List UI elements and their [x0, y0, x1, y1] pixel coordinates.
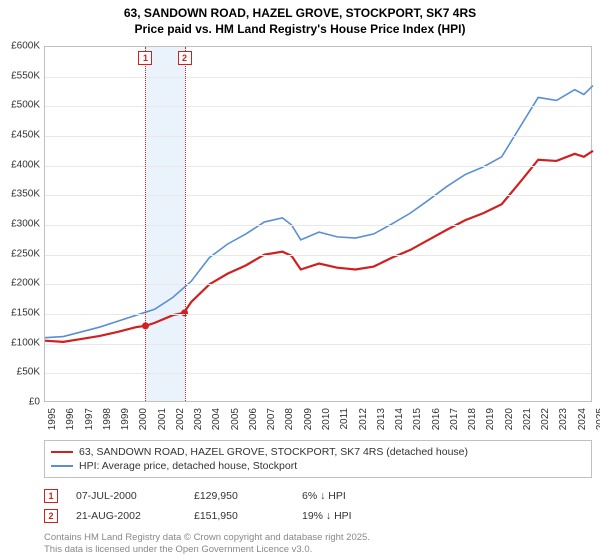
x-tick-label: 2016	[431, 408, 442, 430]
sale-row-marker: 2	[44, 509, 58, 523]
attribution-line-2: This data is licensed under the Open Gov…	[44, 544, 370, 556]
legend-label-price-paid: 63, SANDOWN ROAD, HAZEL GROVE, STOCKPORT…	[79, 446, 468, 458]
x-tick-label: 1999	[120, 408, 131, 430]
x-tick-label: 2000	[138, 408, 149, 430]
y-tick-label: £300K	[2, 219, 40, 230]
title-line-2: Price paid vs. HM Land Registry's House …	[0, 22, 600, 38]
chart-plot-area: 12	[44, 46, 592, 402]
x-tick-label: 2019	[485, 408, 496, 430]
x-tick-label: 2009	[303, 408, 314, 430]
y-tick-label: £150K	[2, 308, 40, 319]
sale-row-price: £129,950	[194, 490, 284, 502]
chart-container: 63, SANDOWN ROAD, HAZEL GROVE, STOCKPORT…	[0, 0, 600, 560]
sales-row: 1 07-JUL-2000 £129,950 6% ↓ HPI	[44, 486, 592, 506]
title-line-1: 63, SANDOWN ROAD, HAZEL GROVE, STOCKPORT…	[0, 6, 600, 22]
sale-row-delta: 19% ↓ HPI	[302, 510, 392, 522]
x-tick-label: 1997	[84, 408, 95, 430]
attribution: Contains HM Land Registry data © Crown c…	[44, 532, 370, 556]
sale-marker-1: 1	[138, 51, 152, 65]
legend-and-footer: 63, SANDOWN ROAD, HAZEL GROVE, STOCKPORT…	[44, 440, 592, 526]
x-tick-label: 2008	[284, 408, 295, 430]
sale-marker-2: 2	[178, 51, 192, 65]
x-tick-label: 2020	[504, 408, 515, 430]
x-tick-label: 1996	[65, 408, 76, 430]
legend-swatch-hpi	[51, 465, 73, 467]
sales-row: 2 21-AUG-2002 £151,950 19% ↓ HPI	[44, 506, 592, 526]
sale-row-price: £151,950	[194, 510, 284, 522]
x-tick-label: 2025	[595, 408, 600, 430]
legend-swatch-price-paid	[51, 451, 73, 453]
x-tick-label: 2021	[522, 408, 533, 430]
y-tick-label: £550K	[2, 70, 40, 81]
x-tick-label: 2001	[157, 408, 168, 430]
sale-row-delta: 6% ↓ HPI	[302, 490, 392, 502]
y-tick-label: £400K	[2, 159, 40, 170]
x-tick-label: 2007	[266, 408, 277, 430]
x-tick-label: 2003	[193, 408, 204, 430]
title-block: 63, SANDOWN ROAD, HAZEL GROVE, STOCKPORT…	[0, 0, 600, 41]
x-tick-label: 2023	[558, 408, 569, 430]
x-tick-label: 2017	[449, 408, 460, 430]
attribution-line-1: Contains HM Land Registry data © Crown c…	[44, 532, 370, 544]
chart-svg	[45, 47, 591, 401]
y-tick-label: £200K	[2, 278, 40, 289]
legend-box: 63, SANDOWN ROAD, HAZEL GROVE, STOCKPORT…	[44, 440, 592, 478]
x-tick-label: 2005	[230, 408, 241, 430]
x-tick-label: 2014	[394, 408, 405, 430]
y-tick-label: £100K	[2, 337, 40, 348]
sales-table: 1 07-JUL-2000 £129,950 6% ↓ HPI 2 21-AUG-2002…	[44, 486, 592, 526]
y-tick-label: £0	[2, 397, 40, 408]
y-tick-label: £500K	[2, 100, 40, 111]
legend-row-price-paid: 63, SANDOWN ROAD, HAZEL GROVE, STOCKPORT…	[51, 445, 585, 459]
x-tick-label: 2011	[339, 408, 350, 430]
x-tick-label: 2012	[358, 408, 369, 430]
legend-label-hpi: HPI: Average price, detached house, Stoc…	[79, 460, 297, 472]
series-hpi	[45, 86, 593, 338]
y-tick-label: £50K	[2, 367, 40, 378]
y-tick-label: £350K	[2, 189, 40, 200]
y-tick-label: £450K	[2, 130, 40, 141]
sale-row-date: 07-JUL-2000	[76, 490, 176, 502]
x-tick-label: 2006	[248, 408, 259, 430]
x-tick-label: 2002	[175, 408, 186, 430]
x-tick-label: 2013	[376, 408, 387, 430]
legend-row-hpi: HPI: Average price, detached house, Stoc…	[51, 459, 585, 473]
x-tick-label: 2015	[412, 408, 423, 430]
x-tick-label: 2010	[321, 408, 332, 430]
x-tick-label: 2004	[211, 408, 222, 430]
sale-row-date: 21-AUG-2002	[76, 510, 176, 522]
y-tick-label: £250K	[2, 248, 40, 259]
x-tick-label: 2022	[540, 408, 551, 430]
x-tick-label: 2024	[577, 408, 588, 430]
y-tick-label: £600K	[2, 41, 40, 52]
x-tick-label: 2018	[467, 408, 478, 430]
x-tick-label: 1995	[47, 408, 58, 430]
sale-row-marker: 1	[44, 489, 58, 503]
x-tick-label: 1998	[102, 408, 113, 430]
